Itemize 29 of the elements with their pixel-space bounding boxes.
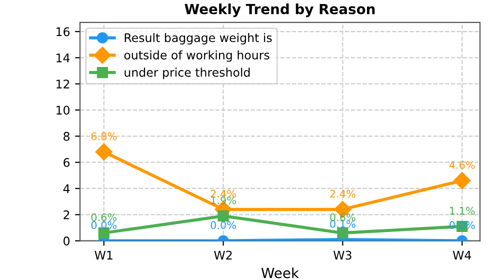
y-tick-label: 12 xyxy=(56,80,70,88)
data-label: 0.1% xyxy=(330,220,356,228)
legend-label: under price threshold xyxy=(124,68,250,80)
x-tick-label: W3 xyxy=(333,250,352,260)
y-tick-label: 16 xyxy=(56,27,70,36)
legend-label: outside of working hours xyxy=(124,50,270,62)
y-tick-label: 0 xyxy=(64,236,70,246)
y-tick-label: 8 xyxy=(64,132,70,141)
x-axis-title: Week xyxy=(261,268,299,278)
y-tick-label: 6 xyxy=(64,158,70,167)
data-label: 4.6% xyxy=(449,161,475,169)
chart-title: Weekly Trend by Reason xyxy=(184,4,375,18)
data-label: 1.9% xyxy=(211,196,236,204)
x-tick-label: W2 xyxy=(214,250,232,260)
data-label: 0.6% xyxy=(91,213,117,222)
y-tick-label: 14 xyxy=(56,54,70,62)
data-label: 1.1% xyxy=(450,206,475,215)
data-label: 2.4% xyxy=(330,190,356,198)
legend-label: Result baggage weight is xyxy=(124,33,272,44)
data-label: 0.6% xyxy=(330,213,356,222)
y-tick-label: 2 xyxy=(64,210,70,220)
x-tick-label: W4 xyxy=(452,250,472,260)
data-label: 0.0% xyxy=(91,221,117,230)
y-tick-label: 10 xyxy=(56,106,70,115)
x-tick-label: W1 xyxy=(94,250,112,260)
data-label: 0.0% xyxy=(210,221,236,230)
data-label: 2.4% xyxy=(210,190,236,198)
y-tick-label: 4 xyxy=(63,184,70,193)
data-label: 6.8% xyxy=(91,132,117,140)
